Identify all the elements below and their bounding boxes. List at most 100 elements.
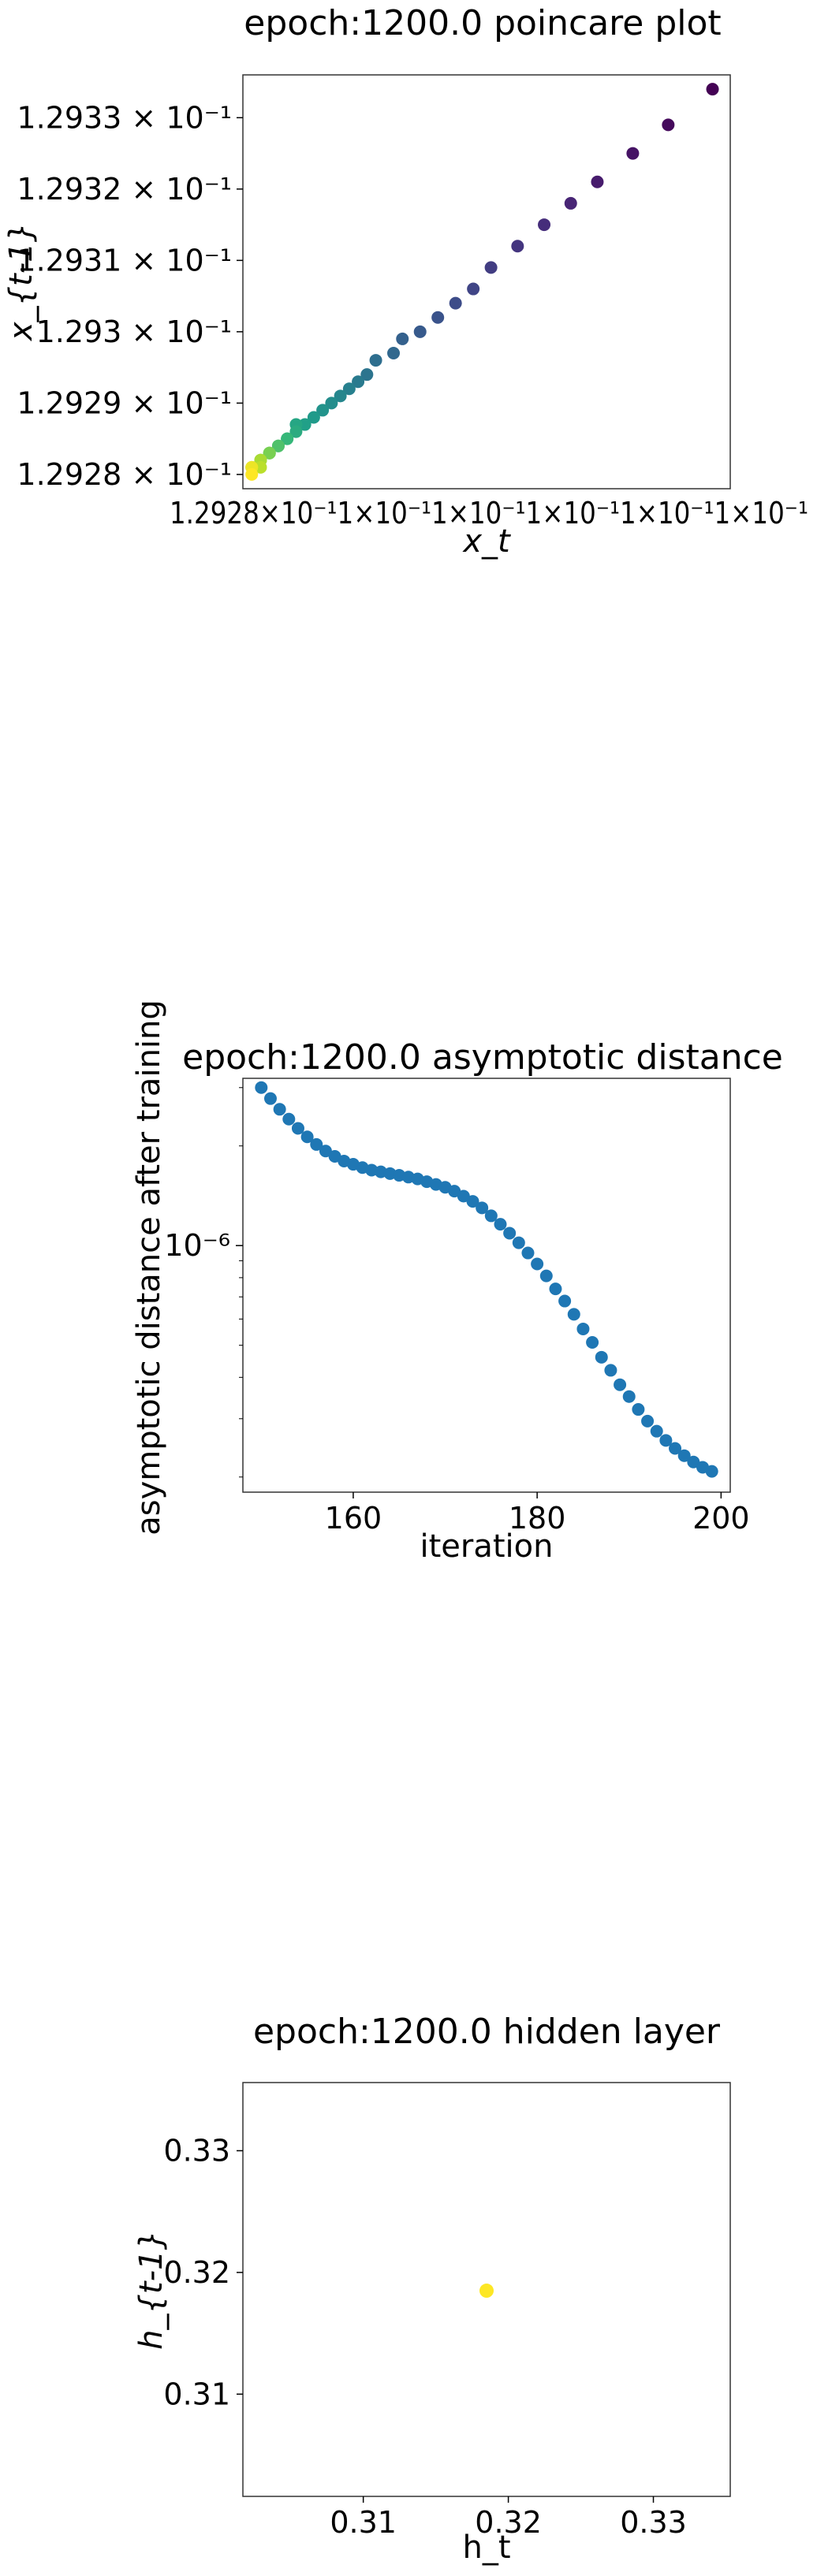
asymptotic-x-tick-label: 200 (692, 1501, 750, 1536)
asymptotic-point (705, 1465, 718, 1478)
poincare-y-tick-label: 1.2929 × 10⁻¹ (17, 385, 232, 420)
asymptotic-y-label: asymptotic distance after training (131, 1000, 167, 1536)
poincare-chart: epoch:1200.0 poincare plot 1.2928 × 10⁻¹… (3, 3, 808, 560)
hidden-layer-points (479, 2284, 494, 2299)
asymptotic-point (614, 1378, 627, 1391)
asymptotic-x-tick-label: 160 (325, 1501, 382, 1536)
poincare-point (484, 261, 498, 274)
poincare-y-tick-label: 1.2932 × 10⁻¹ (17, 172, 232, 207)
poincare-point (449, 296, 462, 310)
hidden-layer-y-tick-label: 0.32 (163, 2255, 230, 2290)
asymptotic-point (586, 1336, 599, 1349)
poincare-point (307, 411, 320, 424)
asymptotic-point (448, 1185, 461, 1198)
poincare-point (387, 347, 401, 360)
asymptotic-point (558, 1294, 572, 1308)
asymptotic-point (659, 1434, 673, 1447)
asymptotic-point (641, 1414, 655, 1428)
hidden-layer-plot-area (242, 2082, 731, 2497)
asymptotic-point (319, 1145, 332, 1158)
poincare-y-label-text: x_{t-1} (3, 222, 39, 342)
poincare-y-ticks: 1.2928 × 10⁻¹ 1.2929 × 10⁻¹ 1.293 × 10⁻¹ 1.… (17, 100, 243, 492)
hidden-layer-y-tick-label: 0.33 (163, 2133, 230, 2168)
asymptotic-chart: epoch:1200.0 asymptotic distance 160 180 2… (131, 1000, 783, 1565)
asymptotic-plot-area (242, 1078, 731, 1493)
poincare-point (316, 404, 330, 417)
poincare-point (360, 368, 374, 382)
hidden-layer-point (479, 2284, 494, 2299)
hidden-layer-title: epoch:1200.0 hidden layer (253, 2012, 721, 2052)
asymptotic-point (466, 1195, 479, 1208)
poincare-point (591, 175, 604, 188)
poincare-point (396, 332, 409, 345)
asymptotic-point (273, 1103, 286, 1116)
asymptotic-point (457, 1189, 470, 1203)
asymptotic-point (687, 1455, 700, 1469)
asymptotic-point (632, 1403, 645, 1416)
poincare-y-tick-label: 1.2928 × 10⁻¹ (17, 457, 232, 492)
asymptotic-point (263, 1092, 277, 1105)
asymptotic-point (494, 1218, 507, 1231)
hidden-layer-x-label: h_t (462, 2529, 510, 2566)
poincare-point (334, 389, 347, 403)
poincare-point (511, 240, 524, 253)
poincare-point (467, 282, 480, 296)
asymptotic-point (622, 1390, 636, 1403)
poincare-y-label: x_{t-1} (3, 222, 39, 342)
asymptotic-y-ticks: 10⁻⁶ (164, 1087, 243, 1478)
poincare-x-label-text: x_t (461, 523, 511, 560)
hidden-layer-x-tick-label: 0.33 (620, 2505, 687, 2540)
hidden-layer-x-ticks: 0.31 0.32 0.33 (330, 2496, 687, 2540)
poincare-point (298, 418, 312, 431)
poincare-point (245, 467, 259, 481)
hidden-layer-x-tick-label: 0.31 (330, 2505, 397, 2540)
asymptotic-x-label: iteration (420, 1528, 554, 1565)
asymptotic-point (595, 1350, 608, 1364)
asymptotic-point (255, 1081, 268, 1094)
poincare-point (325, 396, 338, 410)
asymptotic-point (503, 1227, 517, 1240)
asymptotic-y-tick-label: 10⁻⁶ (164, 1228, 230, 1263)
poincare-point (626, 147, 640, 160)
asymptotic-point (677, 1449, 691, 1462)
poincare-plot-area (242, 74, 731, 490)
asymptotic-x-tick-label: 180 (509, 1501, 566, 1536)
asymptotic-point (669, 1442, 682, 1455)
poincare-point (662, 118, 675, 132)
asymptotic-point (484, 1209, 498, 1223)
poincare-point (413, 325, 427, 338)
asymptotic-point (291, 1122, 304, 1135)
poincare-point (271, 439, 285, 452)
poincare-point (431, 311, 445, 324)
asymptotic-point (310, 1137, 323, 1151)
asymptotic-point (650, 1424, 663, 1438)
poincare-point (263, 446, 276, 460)
hidden-layer-y-ticks: 0.31 0.32 0.33 (163, 2133, 243, 2411)
hidden-layer-y-tick-label: 0.31 (163, 2377, 230, 2411)
asymptotic-point (300, 1130, 314, 1144)
asymptotic-point (604, 1364, 617, 1377)
asymptotic-point (567, 1308, 580, 1321)
asymptotic-title: epoch:1200.0 asymptotic distance (182, 1037, 783, 1078)
asymptotic-point (282, 1112, 296, 1126)
poincare-point (538, 218, 551, 232)
asymptotic-points (255, 1081, 718, 1478)
poincare-point (281, 432, 294, 445)
poincare-y-tick-label: 1.293 × 10⁻¹ (36, 315, 232, 349)
poincare-point (289, 425, 303, 438)
poincare-point (254, 460, 267, 474)
asymptotic-point (576, 1322, 590, 1335)
poincare-x-label: x_t (461, 523, 511, 560)
hidden-layer-chart: epoch:1200.0 hidden layer 0.31 0.32 0.33 0… (133, 2012, 731, 2566)
hidden-layer-x-tick-label: 0.32 (475, 2505, 542, 2540)
asymptotic-point (531, 1257, 544, 1271)
asymptotic-point (539, 1269, 553, 1282)
asymptotic-point (512, 1236, 525, 1249)
poincare-points (245, 83, 719, 481)
poincare-point (706, 83, 719, 96)
poincare-point (564, 196, 577, 210)
hidden-layer-y-label-text: h_{t-1} (133, 2230, 170, 2350)
hidden-layer-y-label: h_{t-1} (133, 2230, 170, 2350)
poincare-y-tick-label: 1.2933 × 10⁻¹ (17, 100, 232, 135)
